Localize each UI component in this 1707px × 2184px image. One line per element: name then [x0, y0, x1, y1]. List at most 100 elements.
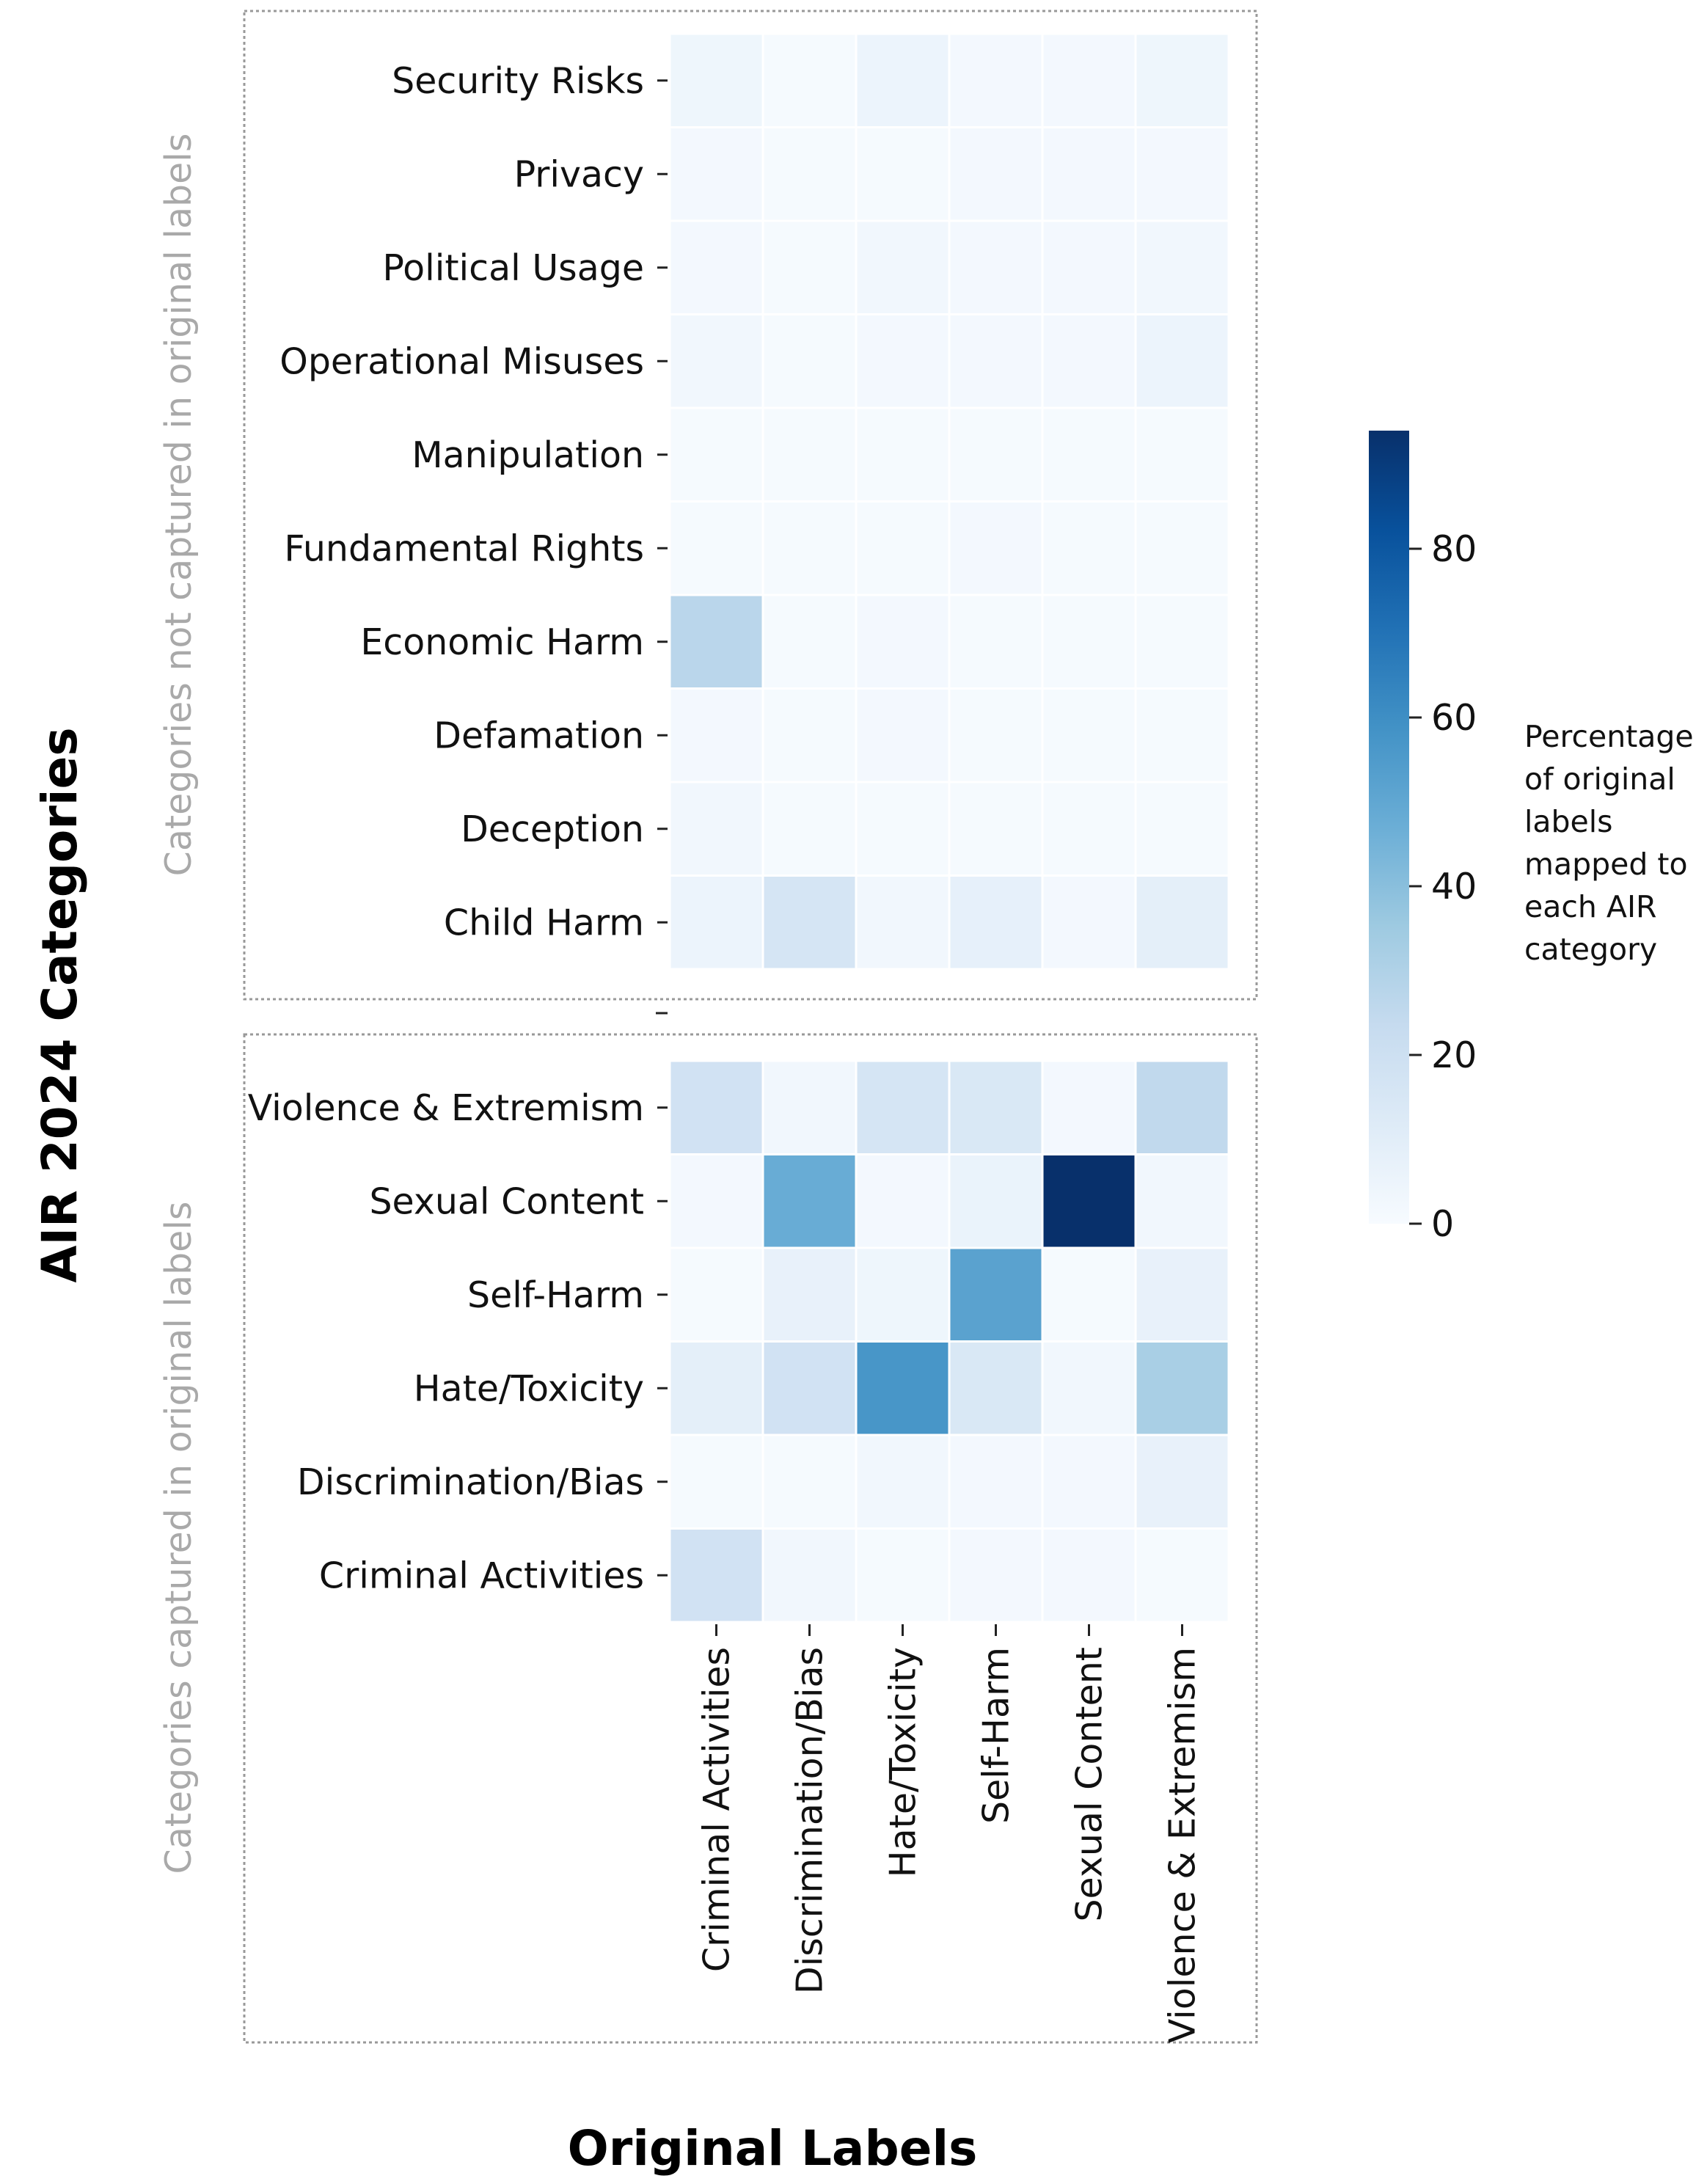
heatmap-cell — [855, 500, 951, 596]
heatmap-cell — [855, 1434, 951, 1530]
row-label: Violence & Extremism — [248, 1087, 644, 1129]
heatmap-cell — [761, 1059, 858, 1155]
heatmap-cell — [668, 1246, 764, 1343]
colorbar-tick-label: 60 — [1431, 697, 1477, 739]
group-frame-not-captured — [243, 10, 1258, 1001]
heatmap-cell — [668, 874, 764, 971]
row-label: Political Usage — [382, 247, 644, 289]
heatmap-cell — [1041, 1246, 1137, 1343]
heatmap-cell — [855, 1527, 951, 1624]
column-label: Self-Harm — [976, 1647, 1017, 1824]
heatmap-cell — [1041, 687, 1137, 784]
heatmap-cell — [948, 406, 1044, 503]
colorbar-title-line: Percentage — [1524, 719, 1694, 754]
row-label: Manipulation — [412, 434, 644, 476]
colorbar-tick-label: 80 — [1431, 528, 1477, 570]
heatmap-cell — [1134, 126, 1230, 222]
y-axis-title: AIR 2024 Categories — [32, 727, 88, 1282]
heatmap-cell — [1041, 594, 1137, 690]
heatmap-cell — [1134, 687, 1230, 784]
colorbar-tick-label: 40 — [1431, 866, 1477, 907]
heatmap-cell — [948, 1434, 1044, 1530]
heatmap-cell — [1134, 874, 1230, 971]
heatmap-cell — [761, 406, 858, 503]
row-label: Economic Harm — [360, 621, 644, 663]
heatmap-cell — [1041, 1434, 1137, 1530]
row-labels: Security Risks Privacy Political Usage Oper… — [248, 60, 668, 1596]
heatmap-cell — [1041, 126, 1137, 222]
heatmap-cell — [1041, 1153, 1137, 1249]
heatmap-cell — [668, 313, 764, 409]
heatmap-cell — [948, 1527, 1044, 1624]
heatmap-cell — [668, 687, 764, 784]
heatmap-cell — [1041, 874, 1137, 971]
heatmap-cell — [668, 126, 764, 222]
heatmap-cell — [668, 1527, 764, 1624]
colorbar-tick-label: 0 — [1431, 1203, 1454, 1245]
heatmap-cell — [855, 781, 951, 877]
heatmap-cell — [761, 1527, 858, 1624]
colorbar — [1369, 431, 1409, 1224]
colorbar-title: Percentage of original labels mapped to … — [1524, 719, 1703, 967]
column-label: Violence & Extremism — [1162, 1647, 1204, 2043]
heatmap-cell — [761, 219, 858, 315]
heatmap-cell — [855, 687, 951, 784]
heatmap-cell — [855, 1340, 951, 1436]
column-label: Discrimination/Bias — [789, 1647, 831, 1994]
group-label-captured: Categories captured in original labels — [158, 1202, 200, 1874]
heatmap-cell — [948, 313, 1044, 409]
heatmap-cell — [761, 594, 858, 690]
heatmap-cell — [1041, 1527, 1137, 1624]
group-label-not-captured: Categories not captured in original labe… — [158, 134, 200, 877]
heatmap-cell — [761, 1153, 858, 1249]
heatmap-cell — [668, 1340, 764, 1436]
x-axis-title: Original Labels — [568, 2120, 978, 2177]
heatmap-cell — [1041, 313, 1137, 409]
heatmap-cells — [668, 32, 1230, 1624]
heatmap-cell — [948, 219, 1044, 315]
heatmap-cell — [1134, 1153, 1230, 1249]
heatmap-cell — [948, 32, 1044, 128]
colorbar-title-line: mapped to — [1524, 847, 1688, 882]
row-label: Privacy — [514, 153, 644, 195]
colorbar-title-line: of original — [1524, 762, 1675, 797]
heatmap-cell — [1134, 781, 1230, 877]
heatmap-cell — [855, 594, 951, 690]
row-label: Sexual Content — [369, 1180, 644, 1222]
colorbar-ticks: 0 20 40 60 80 — [1409, 528, 1477, 1245]
column-labels: Criminal Activities Discrimination/Bias Ha… — [696, 1624, 1204, 2043]
row-label: Criminal Activities — [319, 1555, 644, 1596]
row-label: Hate/Toxicity — [414, 1367, 644, 1409]
heatmap-cell — [668, 32, 764, 128]
colorbar-title-line: labels — [1524, 804, 1613, 839]
heatmap-cell — [668, 219, 764, 315]
heatmap-cell — [761, 126, 858, 222]
row-label: Self-Harm — [467, 1274, 644, 1316]
heatmap-cell — [668, 406, 764, 503]
row-label: Deception — [461, 808, 644, 850]
heatmap-cell — [1134, 500, 1230, 596]
heatmap-cell — [1134, 313, 1230, 409]
heatmap-cell — [1041, 1340, 1137, 1436]
heatmap-cell — [1134, 32, 1230, 128]
heatmap-cell — [668, 781, 764, 877]
heatmap-cell — [1041, 500, 1137, 596]
heatmap-cell — [1041, 219, 1137, 315]
heatmap-cell — [761, 1246, 858, 1343]
heatmap-cell — [1041, 32, 1137, 128]
heatmap-cell — [855, 32, 951, 128]
heatmap-cell — [668, 500, 764, 596]
heatmap-cell — [668, 1059, 764, 1155]
heatmap-cell — [1041, 781, 1137, 877]
group-frame-captured — [243, 1033, 1258, 2044]
heatmap-cell — [948, 781, 1044, 877]
heatmap-cell — [948, 1340, 1044, 1436]
heatmap-cell — [855, 1153, 951, 1249]
heatmap-cell — [855, 313, 951, 409]
heatmap-cell — [855, 1059, 951, 1155]
heatmap-cell — [855, 219, 951, 315]
row-label: Operational Misuses — [279, 340, 644, 382]
heatmap-cell — [855, 126, 951, 222]
heatmap-cell — [668, 594, 764, 690]
column-label: Hate/Toxicity — [882, 1647, 924, 1877]
